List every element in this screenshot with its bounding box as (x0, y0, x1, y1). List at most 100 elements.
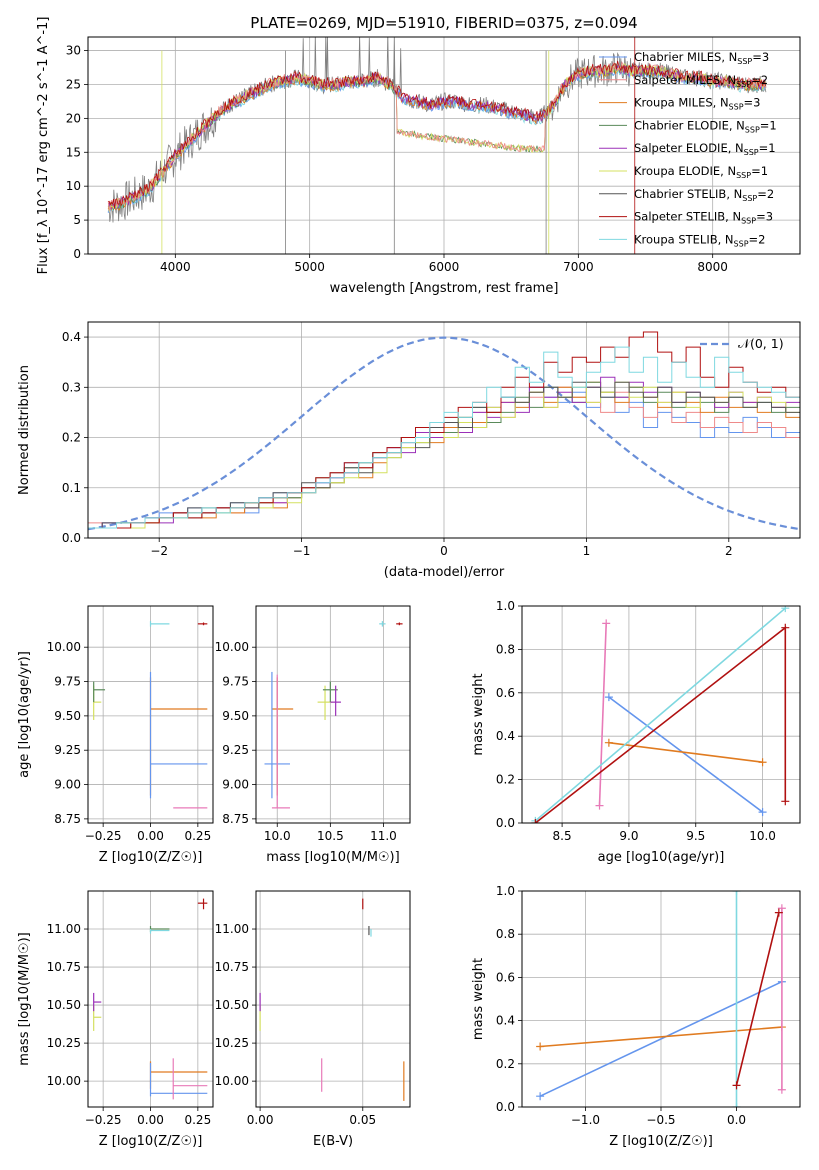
weight-line-kroupa_miles (540, 1026, 782, 1048)
figure-title: PLATE=0269, MJD=51910, FIBERID=0375, z=0… (250, 14, 637, 32)
y-axis-label: Flux [f_λ 10^-17 erg cm^-2 s^-1 A^-1] (36, 17, 51, 275)
x-axis-label: mass [log10(M/M☉)] (266, 850, 399, 865)
legend-label: 𝒩(0, 1) (738, 336, 784, 351)
legend-subscript: SSP (745, 125, 760, 134)
point-kroupa_stelib (149, 621, 170, 627)
x-tick-label: 10.0 (264, 829, 291, 843)
axes-frame (87, 36, 801, 255)
y-axis-label: Normed distribution (17, 365, 32, 495)
model-spectrum-salpeter_elodie (107, 63, 767, 210)
y-axis-label: age [log10(age/yr)] (17, 651, 32, 778)
x-tick-label: 8.5 (553, 829, 572, 843)
x-tick-label: −1 (293, 544, 311, 558)
weight-marker (536, 1042, 545, 1051)
model-spectrum-salpeter_miles (107, 60, 767, 212)
ticks-age_vs_mass: 10.0 10.5 11.0 8.75 9.00 9.25 9.50 9.75 10.00 (215, 606, 410, 843)
legend-label: Salpeter ELODIE, NSSP=1 (634, 141, 776, 157)
legend-label: Kroupa MILES, NSSP=3 (634, 96, 760, 112)
axes-frame (255, 605, 411, 824)
x-tick-label: 5000 (294, 260, 325, 274)
plot-area-age_vs_mass (264, 621, 403, 809)
legend-label-rest: =2 (757, 187, 774, 201)
weight-marker (758, 808, 767, 817)
y-tick-label: 0.4 (496, 729, 515, 743)
y-tick-label: 5 (73, 213, 81, 227)
ticks-mass_vs_EBV: 0.00 0.05 10.00 10.25 10.50 10.75 11.00 (215, 891, 410, 1127)
y-tick-label: 9.75 (54, 675, 81, 689)
legend-subscript: SSP (742, 194, 757, 203)
y-tick-label: 0.8 (496, 927, 515, 941)
y-tick-label: 0.0 (496, 816, 515, 830)
x-tick-label: 7000 (563, 260, 594, 274)
point-salpeter_elodie (330, 685, 341, 716)
weight-marker (758, 758, 767, 767)
legend-subscript: SSP (737, 57, 752, 66)
x-tick-label: 6000 (429, 260, 460, 274)
ticks-weight_vs_Z: −1.0 −0.5 0.0 0.0 0.2 0.4 0.6 0.8 1.0 (496, 884, 800, 1127)
x-tick-label: 8000 (697, 260, 728, 274)
y-tick-label: 11.00 (47, 922, 81, 936)
legend-label: Chabrier MILES, NSSP=3 (634, 50, 769, 66)
model-spectrum-salpeter_stelib (108, 60, 767, 209)
point-pink (172, 1058, 208, 1100)
x-axis-label: Z [log10(Z/Z☉)] (99, 850, 203, 865)
y-tick-label: 0.0 (496, 1100, 515, 1114)
point-salpeter_stelib (197, 898, 208, 910)
y-tick-label: 10.25 (215, 1036, 249, 1050)
weight-line-kroupa_miles (608, 741, 763, 763)
weight-marker (781, 797, 790, 806)
legend-label-rest: =1 (759, 141, 776, 155)
point-chabrier_elodie (93, 681, 106, 703)
y-tick-label: 1.0 (496, 884, 515, 898)
y-tick-label: 0.2 (496, 1057, 515, 1071)
y-tick-label: 1.0 (496, 599, 515, 613)
panel-mass_vs_EBV: 0.00 0.05 10.00 10.25 10.50 10.75 11.00 E(B-V) (215, 890, 411, 1149)
panel-age_vs_Z: −0.25 0.00 0.25 8.75 9.00 9.25 9.50 9.75 10.00 Z … (17, 605, 214, 865)
x-axis-label: E(B-V) (313, 1134, 353, 1149)
x-axis-label: Z [log10(Z/Z☉)] (609, 1134, 713, 1149)
x-tick-label: 4000 (160, 260, 191, 274)
y-tick-label: 10.00 (215, 640, 249, 654)
legend-subscript: SSP (729, 103, 744, 112)
y-tick-label: 10.75 (215, 960, 249, 974)
x-tick-label: −0.25 (85, 829, 122, 843)
axes-frame (521, 890, 801, 1108)
y-tick-label: 10.00 (47, 640, 81, 654)
point-kroupa_elodie (93, 685, 102, 720)
point-chabrier_miles (149, 1062, 208, 1097)
weight-marker (774, 908, 783, 917)
x-tick-label: −0.25 (85, 1113, 122, 1127)
weight-marker (732, 1081, 741, 1090)
y-tick-label: 0.4 (496, 1014, 515, 1028)
legend-label-rest: =2 (751, 73, 768, 87)
point-chabrier_miles (149, 671, 208, 799)
point-kroupa_stelib (379, 621, 386, 627)
legend-subscript: SSP (744, 148, 759, 157)
histogram-kroupa_stelib (88, 346, 800, 538)
point-salpeter_stelib (396, 622, 403, 626)
legend-label-rest: =1 (760, 118, 777, 132)
weight-marker (604, 738, 613, 747)
legend-subscript: SSP (736, 171, 751, 180)
weight-marker (531, 819, 540, 823)
ticks-mass_vs_Z: −0.25 0.00 0.25 10.00 10.25 10.50 10.75 11.00 (47, 891, 213, 1127)
legend-label-rest: =2 (749, 232, 766, 246)
weight-marker (732, 1103, 741, 1107)
y-tick-label: 10.50 (47, 998, 81, 1012)
x-tick-label: 10.0 (749, 829, 776, 843)
y-tick-label: 0.6 (496, 686, 515, 700)
point-salpeter_stelib (197, 622, 208, 626)
y-tick-label: 0.3 (62, 380, 81, 394)
legend-label: Salpeter MILES, NSSP=2 (634, 73, 768, 89)
y-tick-label: 0.8 (496, 642, 515, 656)
x-tick-label: 0.00 (137, 829, 164, 843)
y-tick-label: 10.00 (47, 1074, 81, 1088)
y-tick-label: 10 (66, 179, 81, 193)
plot-area-age_vs_Z (93, 621, 208, 809)
legend-spectrum: Chabrier MILES, NSSP=3 Salpeter MILES, NS… (599, 50, 777, 248)
y-tick-label: 9.25 (54, 743, 81, 757)
legend-label: Salpeter STELIB, NSSP=3 (634, 210, 773, 226)
x-tick-label: 10.5 (317, 829, 344, 843)
y-tick-label: 10.75 (47, 960, 81, 974)
